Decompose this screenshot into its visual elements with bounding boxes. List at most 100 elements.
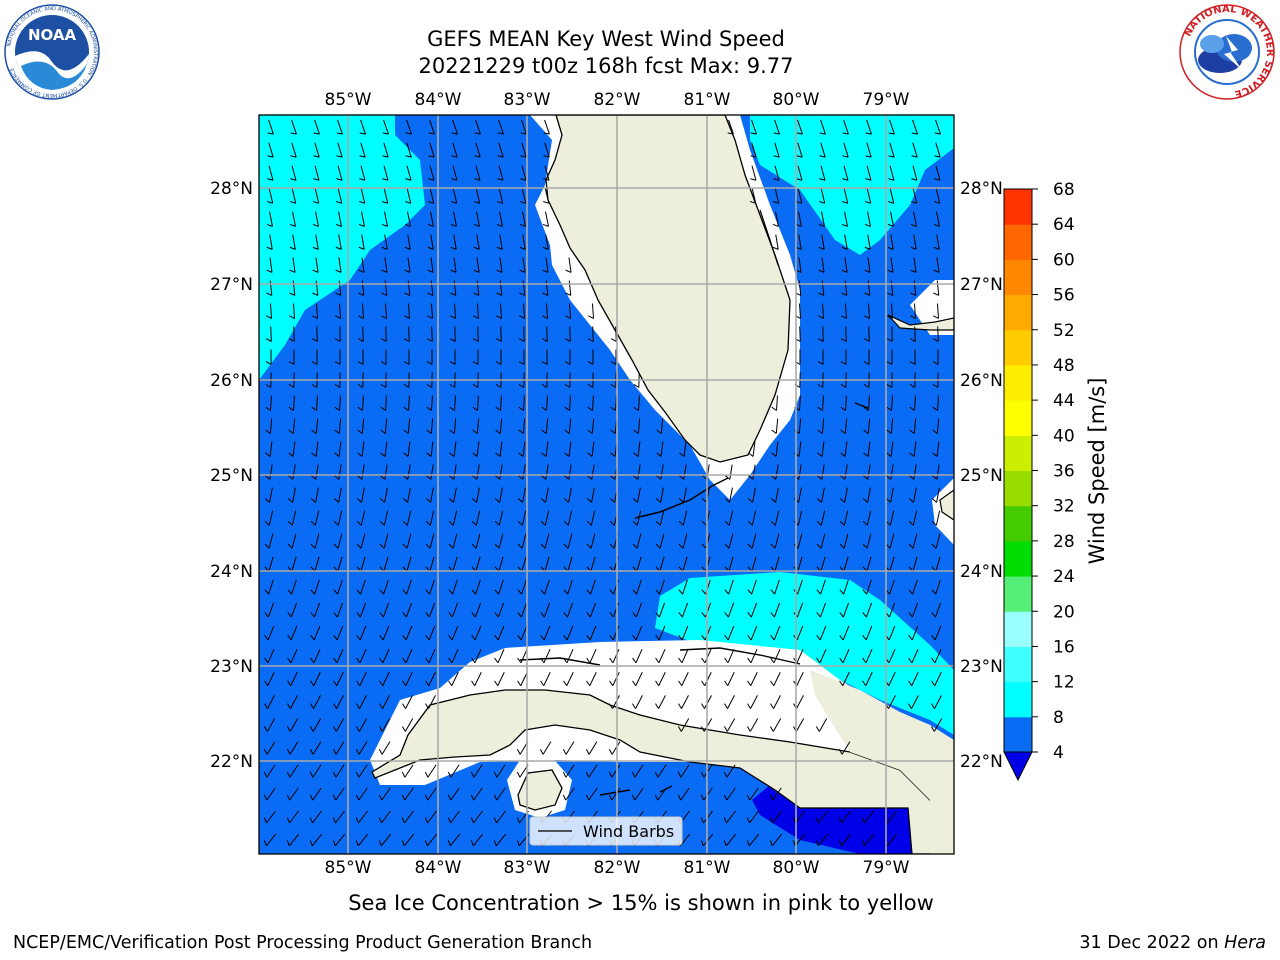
colorbar-segment bbox=[1004, 470, 1032, 507]
wind-barb bbox=[772, 211, 779, 227]
wind-barb bbox=[565, 280, 572, 296]
wind-barb bbox=[747, 533, 757, 549]
colorbar-segment bbox=[1004, 646, 1032, 683]
wind-barb bbox=[747, 510, 757, 526]
wind-barb bbox=[517, 487, 526, 503]
wind-barb bbox=[403, 441, 411, 457]
wind-barb bbox=[910, 280, 917, 296]
colorbar-underflow-arrow bbox=[1003, 751, 1033, 782]
wind-barb bbox=[564, 441, 572, 457]
wind-barb bbox=[588, 303, 595, 319]
wind-barb bbox=[885, 510, 895, 526]
wind-barb bbox=[336, 119, 343, 135]
land-cuba bbox=[371, 689, 954, 854]
wind-barb bbox=[933, 211, 940, 227]
wind-barb bbox=[403, 326, 410, 342]
colorbar-segment bbox=[1004, 435, 1032, 471]
wind-barb bbox=[932, 395, 939, 411]
wind-barb bbox=[724, 487, 733, 503]
wind-barb bbox=[632, 510, 642, 526]
wind-barb bbox=[910, 211, 917, 227]
wind-barb bbox=[750, 165, 757, 181]
wind-barb bbox=[494, 533, 504, 549]
wind-barb bbox=[842, 188, 849, 204]
wind-barb bbox=[311, 349, 318, 365]
wind-barb bbox=[312, 234, 319, 250]
wind-barb bbox=[313, 142, 320, 158]
wind-barb bbox=[473, 303, 480, 319]
wind-barb bbox=[932, 464, 940, 480]
wind-barb bbox=[724, 533, 734, 549]
wind-barb bbox=[336, 165, 343, 181]
wind-barb bbox=[934, 188, 941, 204]
wind-barb bbox=[910, 303, 917, 319]
wind-barb bbox=[586, 533, 596, 549]
wind-barb bbox=[359, 165, 366, 181]
wind-barb bbox=[358, 257, 365, 273]
wind-barb bbox=[818, 303, 825, 319]
wind-barb bbox=[818, 211, 825, 227]
wind-barb bbox=[841, 303, 848, 319]
wind-barb bbox=[747, 602, 758, 618]
wind-barb bbox=[633, 441, 641, 457]
lat-label-right: 25°N bbox=[960, 466, 1003, 486]
wind-barb bbox=[263, 741, 276, 755]
colorbar-tick-label: 24 bbox=[1053, 567, 1075, 587]
wind-barb bbox=[401, 833, 415, 847]
wind-barb bbox=[358, 280, 365, 296]
wind-barb bbox=[449, 464, 457, 480]
wind-barb bbox=[565, 257, 572, 273]
wind-barb bbox=[449, 441, 457, 457]
wind-barb bbox=[287, 487, 296, 503]
wind-barb bbox=[359, 142, 366, 158]
wind-barb bbox=[931, 487, 940, 503]
wind-barb bbox=[450, 234, 457, 250]
wind-barb bbox=[839, 625, 850, 641]
wind-barb bbox=[288, 441, 296, 457]
wind-barb bbox=[471, 672, 482, 687]
footer-machine: Hera bbox=[1224, 933, 1266, 953]
lat-label-left: 24°N bbox=[210, 562, 253, 582]
wind-barb bbox=[863, 464, 871, 480]
wind-barb bbox=[450, 257, 457, 273]
wind-barb bbox=[403, 418, 411, 434]
wind-barb bbox=[747, 487, 756, 503]
wind-barb bbox=[449, 326, 456, 342]
wind-barb bbox=[313, 188, 320, 204]
wind-barb bbox=[497, 165, 504, 181]
wind-barb bbox=[631, 787, 644, 801]
wind-barb bbox=[333, 533, 343, 549]
wind-barb bbox=[840, 441, 848, 457]
wind-barb bbox=[841, 211, 848, 227]
wind-barb bbox=[887, 280, 894, 296]
wind-barb bbox=[585, 787, 598, 801]
wind-barb bbox=[886, 349, 893, 365]
wind-barb bbox=[332, 764, 345, 778]
wind-barb bbox=[335, 303, 342, 319]
wind-barb bbox=[402, 648, 413, 664]
wind-barb bbox=[842, 119, 849, 135]
wind-barb bbox=[450, 211, 457, 227]
wind-barb bbox=[839, 487, 848, 503]
wind-barb bbox=[425, 625, 436, 641]
lat-label-left: 26°N bbox=[210, 371, 253, 391]
colorbar-label: Wind Speed [m/s] bbox=[1085, 378, 1109, 565]
wind-barb bbox=[471, 648, 482, 664]
wind-barb bbox=[865, 188, 872, 204]
wind-barb bbox=[886, 395, 893, 411]
wind-barb bbox=[290, 165, 297, 181]
wind-barb bbox=[679, 441, 687, 457]
wind-barb bbox=[840, 395, 847, 411]
wind-barb bbox=[586, 648, 597, 664]
colorbar-tick-label: 68 bbox=[1053, 180, 1075, 200]
wind-barb bbox=[471, 510, 481, 526]
wind-barb bbox=[701, 695, 712, 709]
wind-barb bbox=[381, 280, 388, 296]
wind-barb bbox=[771, 418, 779, 434]
wind-barb bbox=[310, 510, 320, 526]
wind-barb bbox=[795, 211, 802, 227]
wind-barb bbox=[426, 349, 433, 365]
wind-barb bbox=[313, 119, 320, 135]
wind-barb bbox=[796, 119, 803, 135]
wind-barb bbox=[402, 510, 412, 526]
